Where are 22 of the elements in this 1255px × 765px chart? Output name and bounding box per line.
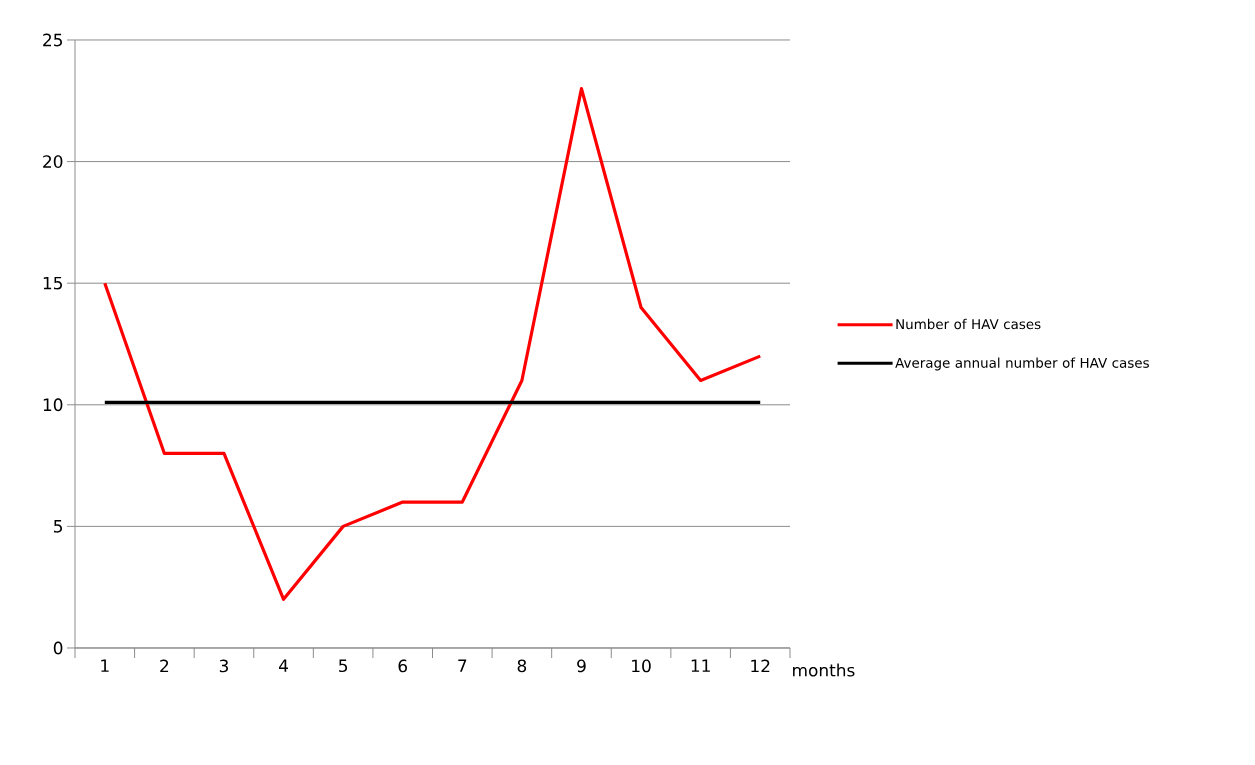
x-tick-label: 3 — [219, 659, 228, 673]
x-tick-label: 1 — [101, 659, 109, 672]
x-tick-label: 12 — [751, 659, 770, 673]
x-tick-label: 6 — [398, 659, 408, 673]
y-tick-label: 15 — [43, 276, 63, 290]
x-tick-label: 9 — [577, 659, 586, 673]
y-tick-label: 20 — [43, 155, 63, 168]
x-tick-label: 10 — [632, 659, 651, 673]
y-tick-label: 10 — [43, 398, 63, 412]
y-tick-label: 5 — [54, 520, 63, 533]
y-tick-label: 25 — [43, 33, 63, 47]
y-tick-label: 0 — [53, 641, 63, 655]
x-tick-label: 5 — [339, 659, 348, 673]
legend-label: Average annual number of HAV cases — [895, 357, 1149, 371]
legend-label: Number of HAV cases — [896, 318, 1041, 330]
x-axis-title: months — [793, 663, 855, 677]
line-series — [103, 87, 762, 601]
x-tick-label: 4 — [278, 659, 288, 672]
x-tick-label: 11 — [691, 659, 710, 672]
x-tick-label: 7 — [458, 659, 467, 672]
x-tick-label: 2 — [160, 659, 169, 673]
x-tick-label: 8 — [517, 659, 527, 673]
